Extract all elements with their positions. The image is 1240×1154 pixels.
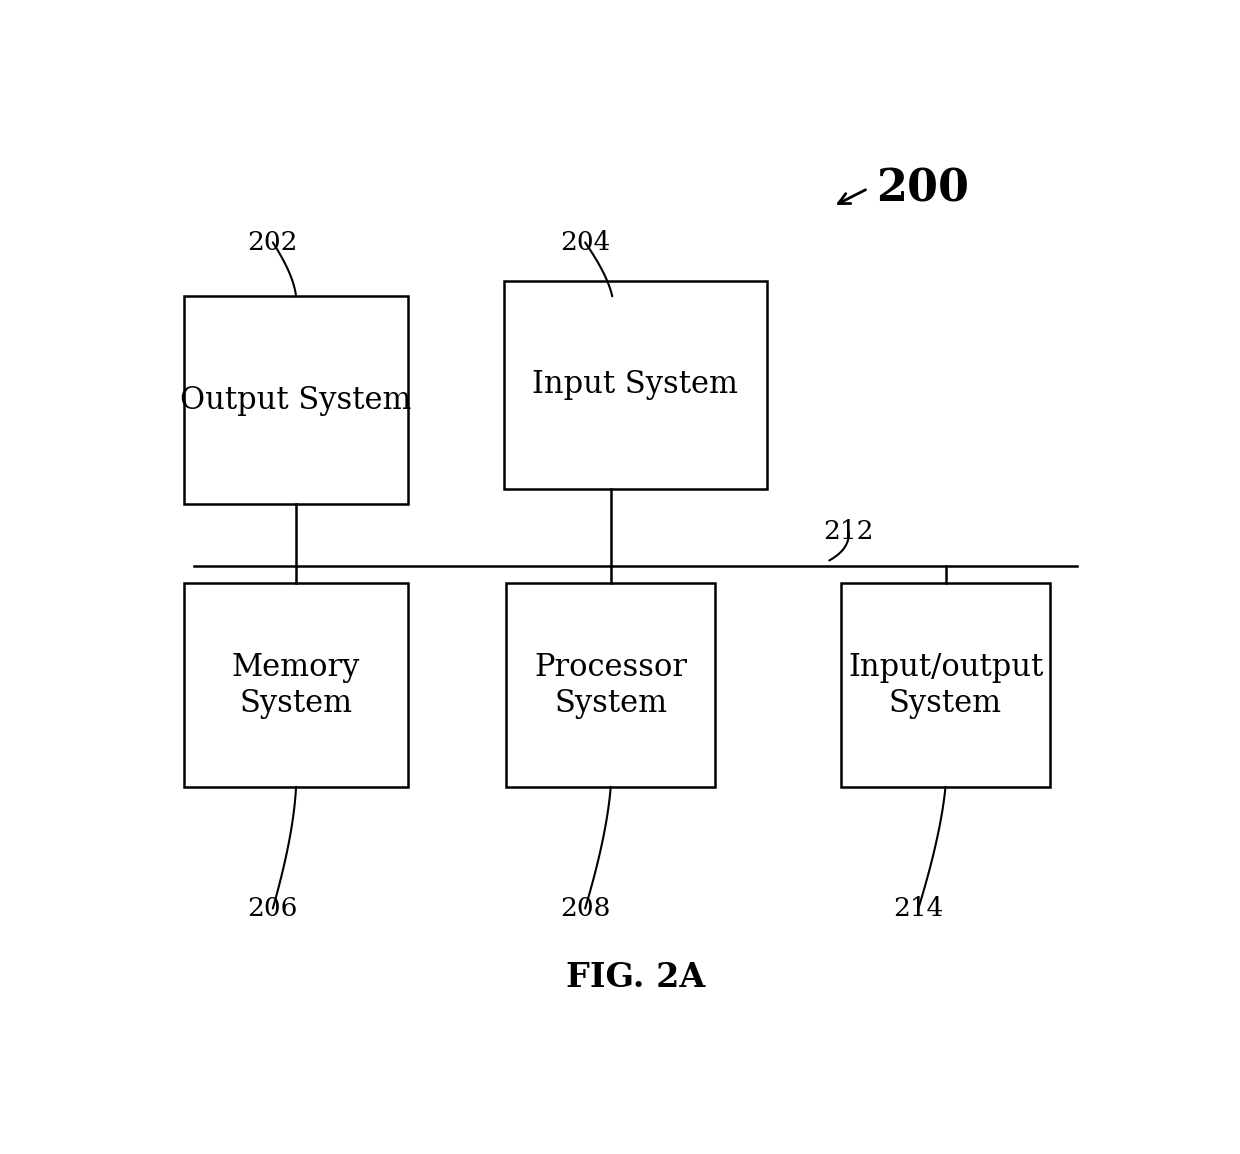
Text: 200: 200 xyxy=(875,167,968,210)
Text: 202: 202 xyxy=(248,230,298,255)
Text: 206: 206 xyxy=(248,896,298,921)
Text: 214: 214 xyxy=(893,896,944,921)
Text: Input System: Input System xyxy=(532,369,739,400)
Text: Output System: Output System xyxy=(180,384,412,415)
Text: 212: 212 xyxy=(823,518,874,544)
Bar xyxy=(841,583,1050,787)
Text: Memory
System: Memory System xyxy=(232,652,361,719)
Bar xyxy=(503,280,768,489)
Bar xyxy=(506,583,715,787)
Text: FIG. 2A: FIG. 2A xyxy=(565,961,706,995)
Text: 208: 208 xyxy=(560,896,610,921)
Bar xyxy=(184,297,408,504)
Text: 204: 204 xyxy=(560,230,610,255)
Bar xyxy=(184,583,408,787)
Text: Processor
System: Processor System xyxy=(534,652,687,719)
Text: Input/output
System: Input/output System xyxy=(848,652,1043,719)
